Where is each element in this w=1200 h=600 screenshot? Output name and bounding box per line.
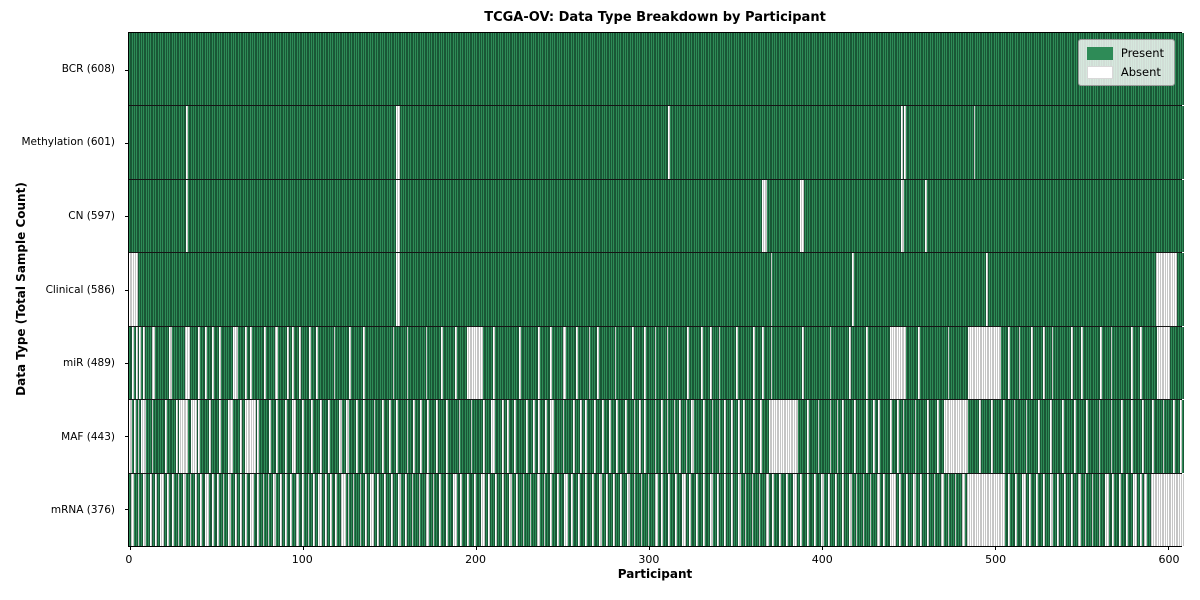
heatmap-row-MAF bbox=[129, 399, 1184, 473]
heatmap-row-mRNA bbox=[129, 472, 1184, 546]
legend: Present Absent bbox=[1077, 39, 1175, 86]
x-tick-label-200: 200 bbox=[465, 553, 487, 566]
y-tick-labels: BCR (608) Methylation (601) CN (597) Clinic… bbox=[0, 32, 122, 547]
x-tick-label-0: 0 bbox=[125, 553, 133, 566]
heatmap-row-Methylation bbox=[129, 105, 1184, 179]
legend-label-absent: Absent bbox=[1120, 65, 1161, 79]
x-tick-mark bbox=[1168, 546, 1170, 550]
y-tick-label-Methylation: Methylation (601) bbox=[21, 136, 115, 149]
x-tick-labels: 0 100 200 300 400 500 600 bbox=[125, 553, 1182, 567]
legend-item-present: Present bbox=[1086, 46, 1164, 60]
y-tick-label-CN: CN (597) bbox=[68, 209, 115, 222]
heatmap-row-CN bbox=[129, 178, 1184, 253]
y-tick-mark bbox=[125, 216, 129, 218]
y-tick-label-Clinical: Clinical (586) bbox=[45, 283, 115, 296]
x-tick-label-400: 400 bbox=[811, 553, 833, 566]
legend-label-present: Present bbox=[1120, 46, 1164, 60]
heatmap-row-BCR bbox=[129, 33, 1184, 106]
heatmap-row-Clinical bbox=[129, 252, 1184, 326]
y-tick-mark bbox=[125, 142, 129, 144]
heatmap-grid bbox=[129, 33, 1184, 546]
x-tick-mark bbox=[475, 546, 477, 550]
x-tick-mark bbox=[302, 546, 304, 550]
heatmap-row-miR bbox=[129, 325, 1184, 400]
absent-swatch bbox=[1086, 65, 1113, 79]
y-tick-label-BCR: BCR (608) bbox=[61, 62, 115, 75]
y-tick-mark bbox=[125, 509, 129, 511]
x-tick-mark bbox=[648, 546, 650, 550]
y-tick-label-MAF: MAF (443) bbox=[61, 430, 115, 443]
legend-item-absent: Absent bbox=[1086, 65, 1164, 79]
y-tick-mark bbox=[125, 362, 129, 364]
x-tick-mark bbox=[821, 546, 823, 550]
chart-title: TCGA-OV: Data Type Breakdown by Particip… bbox=[484, 10, 826, 25]
x-tick-label-100: 100 bbox=[291, 553, 313, 566]
x-tick-label-600: 600 bbox=[1158, 553, 1180, 566]
x-tick-mark bbox=[994, 546, 996, 550]
present-swatch bbox=[1086, 46, 1113, 60]
y-tick-mark bbox=[125, 436, 129, 438]
x-tick-label-500: 500 bbox=[985, 553, 1007, 566]
y-tick-mark bbox=[125, 289, 129, 291]
x-axis-title: Participant bbox=[617, 567, 693, 581]
y-tick-mark bbox=[125, 69, 129, 71]
x-tick-mark bbox=[129, 546, 131, 550]
y-tick-label-mRNA: mRNA (376) bbox=[50, 504, 115, 517]
y-tick-label-miR: miR (489) bbox=[62, 357, 115, 370]
plot-area: Present Absent bbox=[125, 32, 1184, 550]
x-tick-label-300: 300 bbox=[638, 553, 660, 566]
